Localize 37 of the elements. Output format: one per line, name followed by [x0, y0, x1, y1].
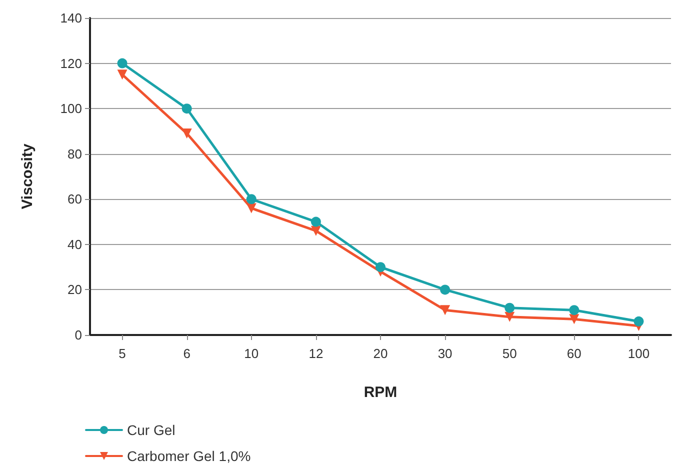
- point: [504, 312, 515, 322]
- x-tick-label: 30: [438, 346, 452, 361]
- point: [182, 128, 192, 138]
- y-tick-label: 80: [68, 146, 82, 162]
- x-tick-label: 5: [118, 346, 126, 361]
- x-tick-label: 50: [502, 346, 517, 361]
- point: [376, 262, 386, 272]
- y-tick-label: 120: [60, 56, 82, 71]
- x-axis-title: RPM: [364, 384, 398, 401]
- legend-label: Carbomer Gel 1,0%: [127, 448, 251, 464]
- point: [440, 284, 450, 295]
- y-tick-label: 140: [60, 10, 82, 26]
- x-tick-label: 10: [244, 346, 259, 361]
- x-tick-label: 100: [628, 346, 650, 361]
- point: [310, 226, 321, 236]
- point: [504, 302, 515, 313]
- point: [182, 104, 192, 114]
- point: [440, 305, 450, 316]
- point: [117, 70, 128, 80]
- x-tick-label: 20: [373, 346, 388, 361]
- legend-label: Cur Gel: [127, 422, 176, 438]
- y-tick-label: 20: [68, 282, 82, 298]
- y-tick-label: 100: [60, 101, 82, 116]
- point: [634, 316, 644, 326]
- x-tick-label: 12: [308, 346, 324, 361]
- y-tick-label: 40: [68, 236, 82, 252]
- x-tick-label: 60: [566, 346, 582, 361]
- point: [569, 305, 580, 316]
- y-tick-label: 60: [68, 192, 82, 207]
- x-tick-label: 6: [183, 346, 190, 361]
- point: [246, 194, 256, 204]
- point: [246, 203, 256, 214]
- point: [310, 216, 321, 227]
- y-tick-label: 0: [74, 328, 82, 342]
- point: [569, 314, 580, 324]
- point: [117, 58, 128, 68]
- y-axis-title: Viscosity: [19, 143, 36, 210]
